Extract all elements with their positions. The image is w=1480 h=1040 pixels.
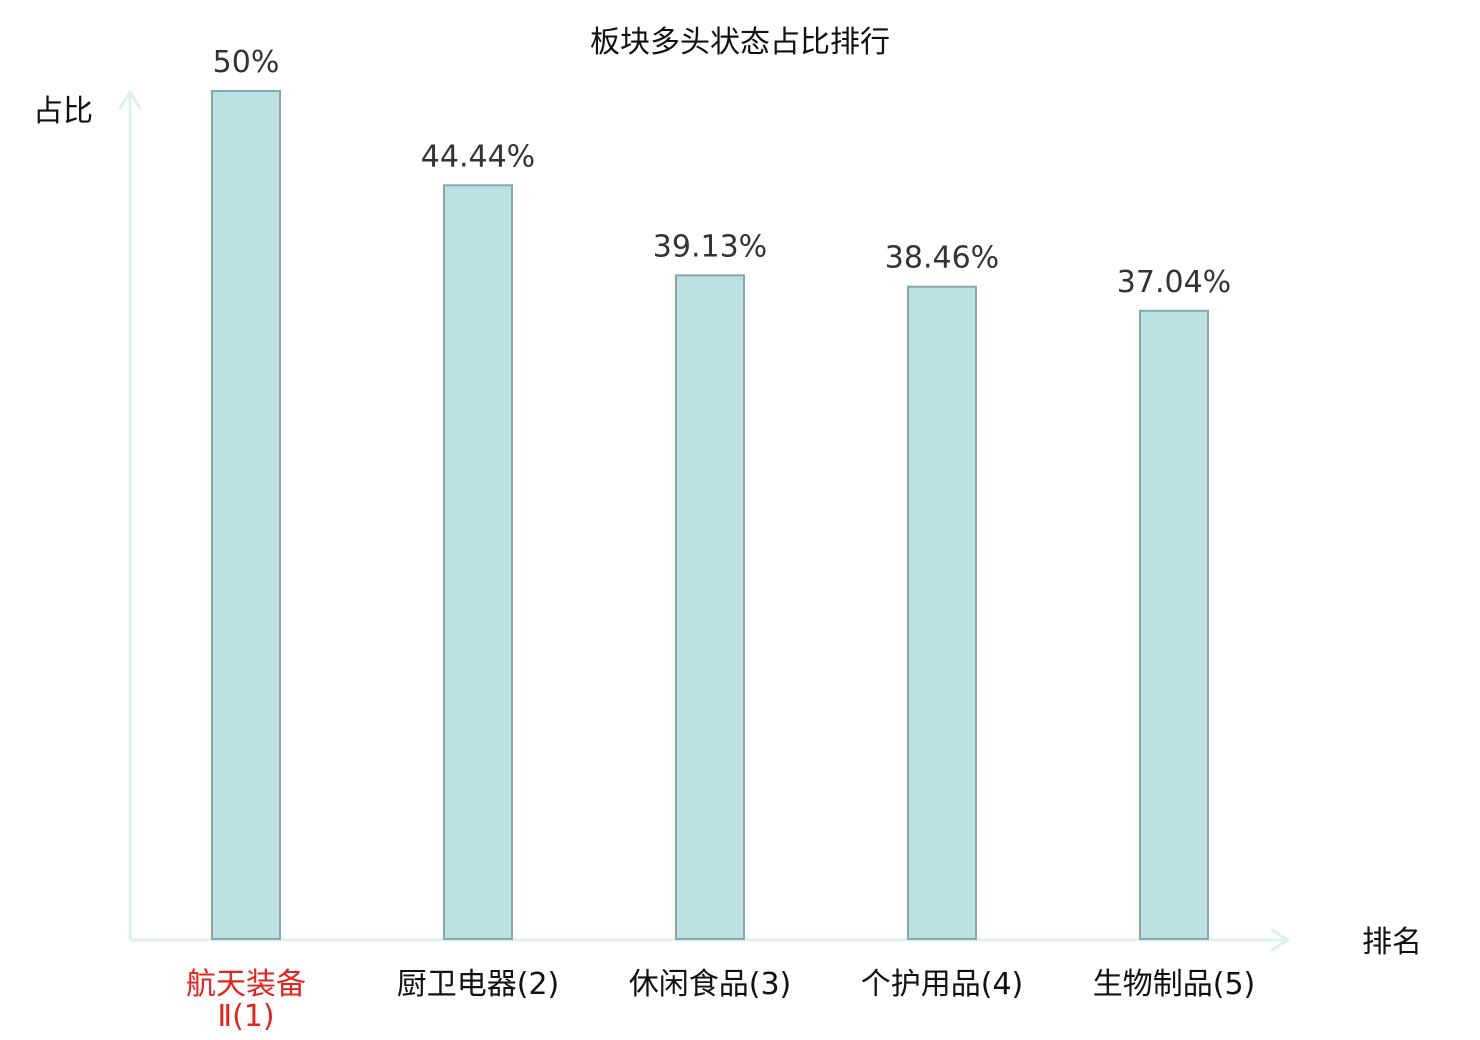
category-label-2-line-1: 厨卫电器(2) — [397, 967, 560, 1002]
category-label-1-line-1: 航天装备 — [186, 967, 306, 1002]
category-label-3-line-1: 休闲食品(3) — [629, 967, 792, 1002]
category-label-4: 个护用品(4) — [861, 967, 1024, 1002]
bars-group — [211, 90, 1209, 941]
value-label-3: 39.13% — [653, 229, 767, 264]
x-axis-arrow — [1270, 928, 1290, 952]
y-axis-label: 占比 — [33, 94, 93, 129]
bar-4 — [907, 285, 977, 941]
bar-1 — [211, 90, 281, 940]
bar-2 — [443, 184, 513, 940]
category-label-4-line-1: 个护用品(4) — [861, 967, 1024, 1002]
bar-3 — [675, 274, 745, 940]
category-label-1: 航天装备 Ⅱ(1) — [186, 967, 306, 1034]
category-label-5-line-1: 生物制品(5) — [1093, 967, 1256, 1002]
value-label-2: 44.44% — [421, 139, 535, 174]
value-label-5: 37.04% — [1117, 265, 1231, 300]
bar-5 — [1139, 309, 1209, 941]
value-label-1: 50% — [213, 45, 280, 80]
y-axis-arrow — [118, 90, 142, 110]
value-labels-group: 50% 44.44% 39.13% 38.46% 37.04% — [213, 45, 1232, 300]
category-label-2: 厨卫电器(2) — [397, 967, 560, 1002]
category-label-1-line-2: Ⅱ(1) — [217, 999, 274, 1034]
category-label-3: 休闲食品(3) — [629, 967, 792, 1002]
category-labels-group: 航天装备 Ⅱ(1) 厨卫电器(2) 休闲食品(3) 个护用品(4) 生物制品(5) — [186, 967, 1255, 1034]
category-label-5: 生物制品(5) — [1093, 967, 1256, 1002]
x-axis-label: 排名 — [1362, 925, 1422, 960]
chart-title: 板块多头状态占比排行 — [590, 25, 890, 60]
value-label-4: 38.46% — [885, 241, 999, 276]
